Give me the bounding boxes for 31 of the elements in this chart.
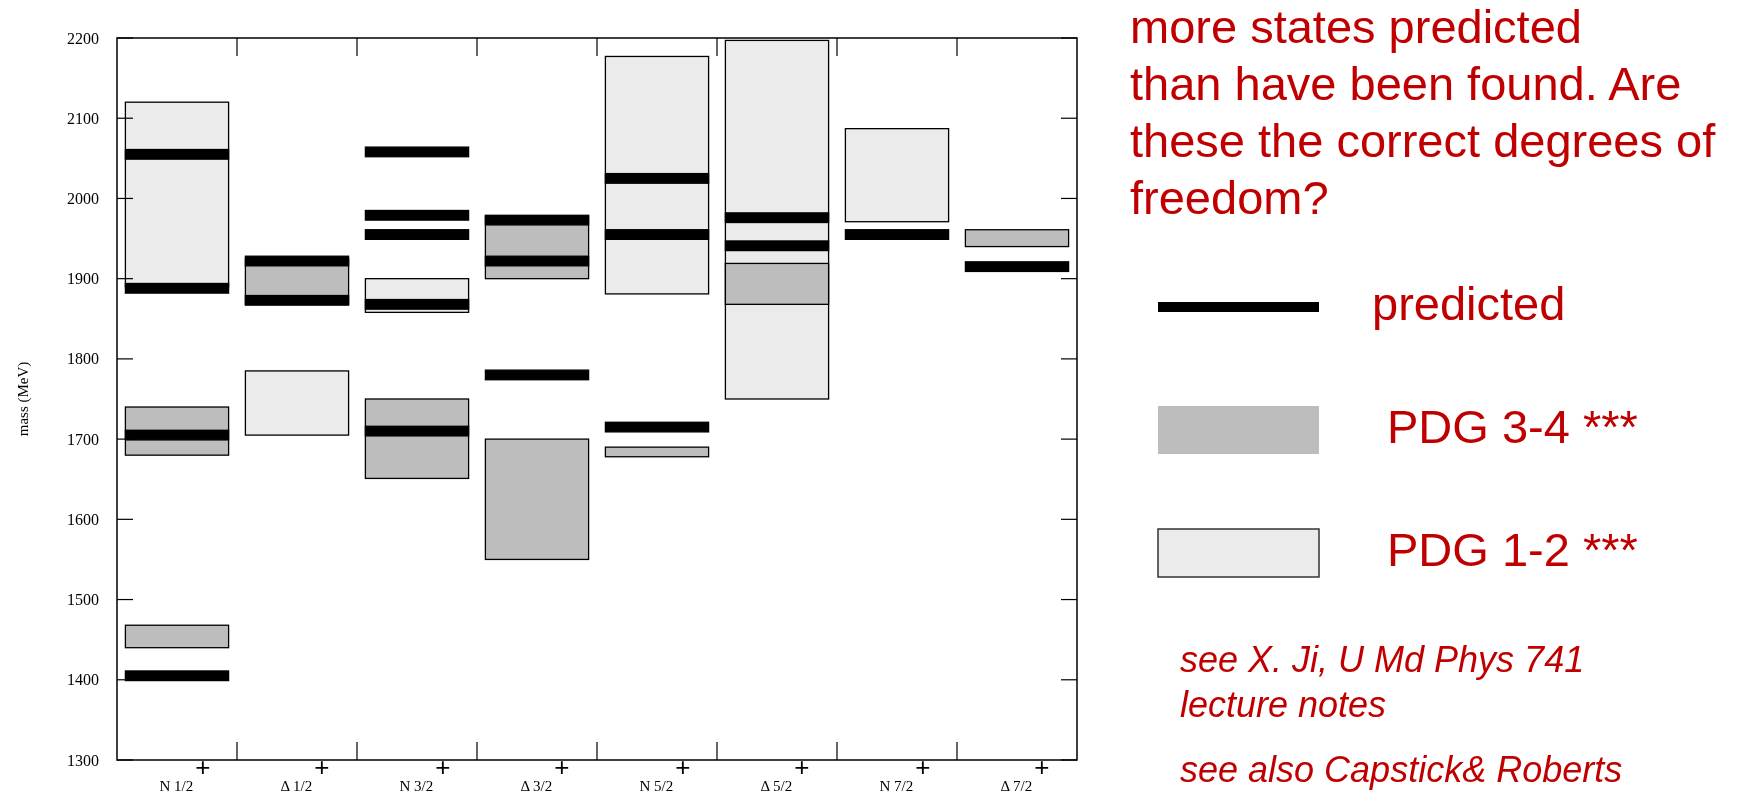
bar — [244, 370, 350, 436]
bar — [964, 229, 1070, 248]
y-tick-label: 1800 — [67, 350, 99, 368]
bar — [124, 624, 230, 649]
bar — [844, 128, 950, 223]
bar — [484, 438, 590, 561]
y-tick-label: 2100 — [67, 109, 99, 127]
bar — [484, 369, 590, 381]
bar — [604, 421, 710, 433]
text: see also Capstick& Roberts — [1180, 749, 1623, 790]
y-tick-label: 1600 — [67, 510, 99, 528]
bar — [604, 446, 710, 458]
bar — [364, 146, 470, 158]
y-tick-label: 1500 — [67, 591, 99, 609]
legend-label: predicted — [1372, 277, 1566, 330]
bar — [844, 229, 950, 241]
y-tick-label: 1400 — [67, 671, 99, 689]
text: see X. Ji, U Md Phys 741 lecture notes — [1180, 639, 1585, 725]
bar — [364, 209, 470, 221]
y-tick-label: 1300 — [67, 751, 99, 769]
legend-label: PDG 1-2 *** — [1387, 523, 1638, 576]
bar — [364, 229, 470, 241]
y-axis-title: mass (MeV) — [15, 361, 32, 437]
y-tick-label: 2000 — [67, 190, 99, 208]
y-tick-label: 2200 — [67, 29, 99, 47]
text: more states predicted than have been found. Are these the correct degrees of freedom? — [1130, 0, 1717, 224]
legend-label: PDG 3-4 *** — [1387, 400, 1638, 453]
y-tick-label: 1700 — [67, 430, 99, 448]
bar — [964, 261, 1070, 273]
y-tick-label: 1900 — [67, 270, 99, 288]
bar — [604, 55, 710, 295]
